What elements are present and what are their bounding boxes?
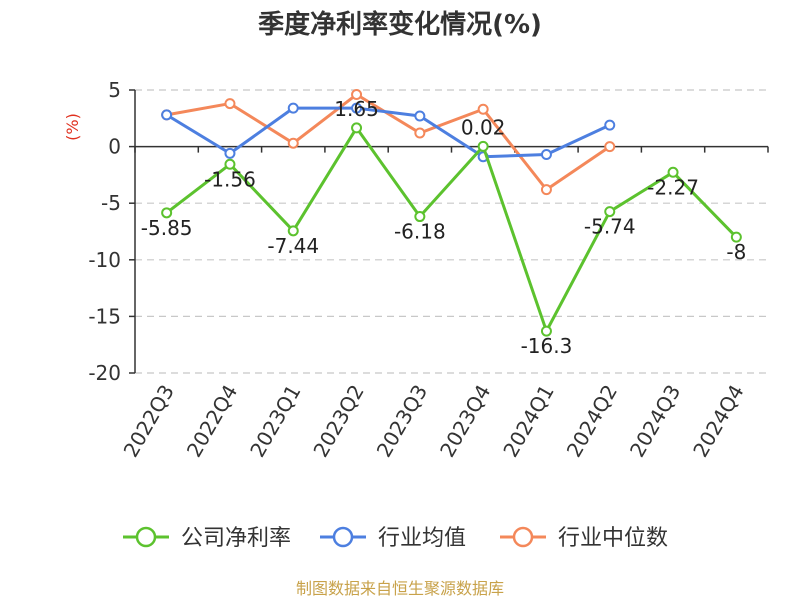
grid-lines <box>135 89 768 374</box>
y-tick-label: -10 <box>88 248 121 272</box>
y-tick-label: -5 <box>101 191 121 215</box>
series-line-2 <box>165 106 611 159</box>
series-1-point <box>667 166 679 178</box>
series-1-point <box>540 325 552 337</box>
data-label: 0.02 <box>461 115 506 139</box>
series-1-point <box>351 122 363 134</box>
legend-label: 公司净利率 <box>181 526 291 551</box>
data-label: -6.18 <box>394 220 446 244</box>
legend-marker <box>512 526 534 548</box>
data-label: -5.74 <box>584 215 636 239</box>
series-2-point <box>414 110 426 122</box>
data-label: -1.56 <box>204 167 256 191</box>
series-1-point <box>414 211 426 223</box>
series-line-1 <box>165 126 738 333</box>
x-tick-label: 2022Q3 <box>119 381 179 462</box>
y-tick-label: 5 <box>108 78 121 102</box>
series-3-point <box>287 137 299 149</box>
x-tick-label: 2024Q4 <box>688 381 748 462</box>
x-tick-labels: 2022Q3 2022Q4 2023Q1 2023Q2 2023Q3 2023Q4 2024… <box>119 381 749 462</box>
data-label: -2.27 <box>647 175 699 199</box>
series-1-point <box>604 206 616 218</box>
legend-item-1[interactable]: 公司净利率 <box>123 526 291 551</box>
data-labels: -5.85 -1.56 -7.44 1.65 -6.18 0.02 -16.3 -5.74 -2… <box>141 97 747 358</box>
x-tick-label: 2023Q3 <box>372 381 432 462</box>
x-tick-label: 2023Q2 <box>308 381 368 462</box>
series-1-point <box>477 140 489 152</box>
series-2-point <box>540 149 552 161</box>
series-2-point <box>287 102 299 114</box>
y-tick-labels: 5 0 -5 -10 -15 -20 <box>88 78 121 385</box>
y-tick-label: 0 <box>108 135 121 159</box>
axes <box>129 89 769 374</box>
legend: 公司净利率 行业均值 行业中位数 <box>123 526 668 551</box>
series-3-point <box>540 184 552 196</box>
series-2-point <box>351 102 363 114</box>
series-line-3 <box>166 93 611 192</box>
chart-title: 季度净利率变化情况(%) <box>258 9 542 40</box>
series-2-point <box>224 147 236 159</box>
series-lines <box>161 89 742 337</box>
x-tick-label: 2023Q4 <box>435 381 495 462</box>
series-1-point <box>287 225 299 237</box>
series-3-point <box>414 127 426 139</box>
x-tick-label: 2024Q1 <box>498 381 558 462</box>
data-label: -8 <box>726 240 746 264</box>
y-tick-label: -15 <box>88 304 121 328</box>
x-tick-label: 2024Q2 <box>562 381 622 462</box>
series-1-point <box>730 231 742 243</box>
series-1-point <box>224 158 236 170</box>
series-1-point <box>161 207 173 219</box>
legend-marker <box>332 526 354 548</box>
data-label: 1.65 <box>334 97 379 121</box>
x-tick-label: 2024Q3 <box>625 381 685 462</box>
series-2-point <box>604 119 616 131</box>
series-3-point <box>224 98 236 110</box>
y-tick-label: -20 <box>88 361 121 385</box>
data-label: -5.85 <box>141 216 193 240</box>
legend-item-2[interactable]: 行业均值 <box>320 526 466 551</box>
legend-label: 行业均值 <box>378 526 466 551</box>
x-tick-label: 2022Q4 <box>182 381 242 462</box>
legend-item-3[interactable]: 行业中位数 <box>500 526 668 551</box>
series-3-point <box>351 89 363 101</box>
legend-label: 行业中位数 <box>558 526 668 551</box>
y-axis-label: (%) <box>63 113 82 141</box>
series-3-point <box>477 103 489 115</box>
data-label: -7.44 <box>267 234 319 258</box>
source-note: 制图数据来自恒生聚源数据库 <box>296 579 504 598</box>
series-3-point <box>604 141 616 153</box>
legend-marker <box>135 526 157 548</box>
series-2-point <box>161 109 173 121</box>
data-label: -16.3 <box>521 334 573 358</box>
x-tick-label: 2023Q1 <box>245 381 305 462</box>
